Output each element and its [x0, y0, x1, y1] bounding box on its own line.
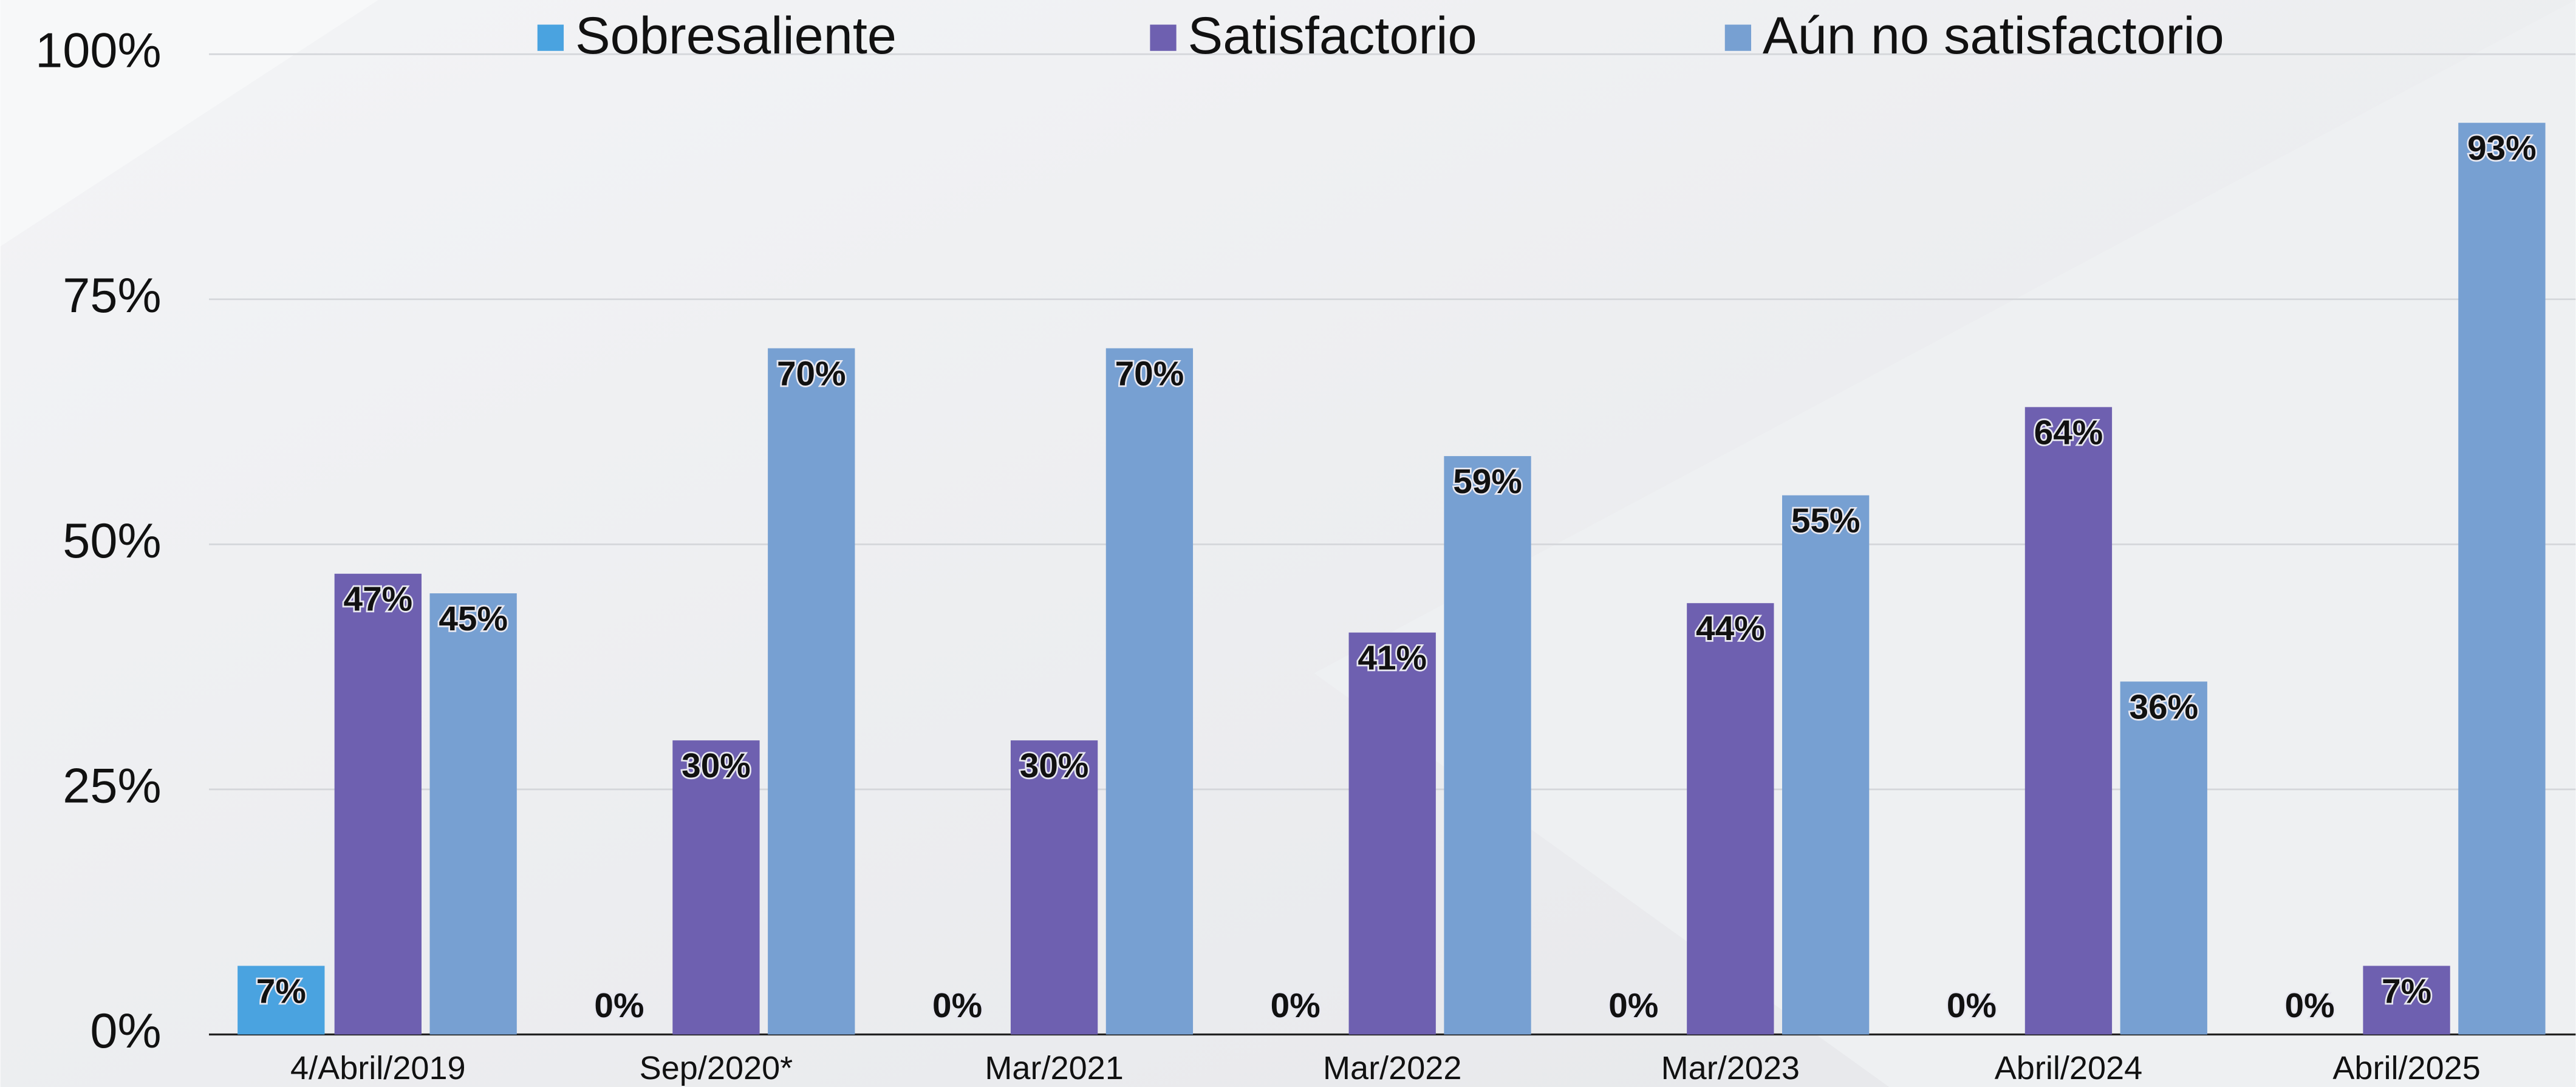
data-label: 0% [1271, 987, 1320, 1025]
x-tick-label: 4/Abril/2019 [290, 1050, 466, 1086]
data-label: 0% [1608, 987, 1658, 1025]
bar [1687, 603, 1774, 1035]
data-label: 0% [1947, 987, 1997, 1025]
legend-label: Sobresaliente [575, 7, 897, 65]
bar [672, 740, 760, 1035]
x-tick-label: Mar/2022 [1323, 1050, 1461, 1086]
x-tick-label: Abril/2025 [2332, 1050, 2480, 1086]
x-tick-label: Mar/2021 [985, 1050, 1123, 1086]
bar [429, 593, 517, 1035]
data-label: 0% [2285, 987, 2335, 1025]
legend-swatch [1724, 24, 1752, 51]
bar [1010, 740, 1098, 1035]
x-tick-label: Sep/2020* [640, 1050, 793, 1086]
data-label: 41% [1358, 639, 1427, 678]
data-label: 44% [1696, 610, 1765, 648]
bar [2024, 407, 2113, 1035]
y-tick-label: 0% [90, 1004, 161, 1058]
data-label: 55% [1791, 502, 1860, 540]
data-label: 47% [344, 581, 413, 619]
data-label: 70% [777, 355, 846, 393]
data-label: 36% [2129, 688, 2198, 726]
bar [237, 966, 325, 1035]
legend-swatch [1150, 24, 1177, 51]
data-label: 30% [1020, 747, 1089, 785]
bar [1105, 348, 1194, 1035]
y-tick-label: 25% [63, 758, 161, 813]
bar [1782, 495, 1870, 1035]
bar [2363, 966, 2450, 1035]
data-label: 7% [2382, 972, 2431, 1010]
data-label: 64% [2034, 414, 2103, 452]
bar [1348, 632, 1436, 1035]
bg-shape [0, 0, 378, 247]
data-label: 7% [256, 972, 306, 1010]
y-tick-label: 100% [35, 24, 161, 78]
y-tick-label: 50% [63, 514, 161, 568]
legend-label: Satisfactorio [1188, 7, 1477, 65]
data-label: 45% [439, 600, 508, 638]
data-label: 0% [932, 987, 982, 1025]
y-tick-label: 75% [63, 268, 161, 323]
legend-swatch [537, 24, 564, 51]
legend-label: Aún no satisfactorio [1763, 7, 2224, 65]
data-label: 70% [1115, 355, 1184, 393]
bar [334, 573, 422, 1035]
data-label: 0% [594, 987, 644, 1025]
bar [2458, 123, 2546, 1035]
bar [1444, 456, 1531, 1035]
data-label: 59% [1453, 463, 1522, 501]
bar [768, 348, 855, 1035]
x-tick-label: Mar/2023 [1661, 1050, 1800, 1086]
data-label: 93% [2467, 129, 2537, 168]
data-label: 30% [682, 747, 751, 785]
x-tick-label: Abril/2024 [1995, 1050, 2142, 1086]
bar [2120, 681, 2207, 1035]
